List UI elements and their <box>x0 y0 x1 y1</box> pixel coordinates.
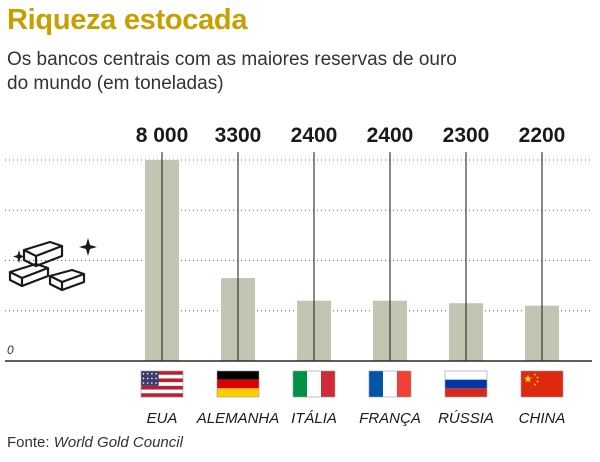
source-name: World Gold Council <box>53 434 183 451</box>
france-flag-icon <box>368 370 412 398</box>
category-labels: EUA ALEMANHA ITÁLIA FRANÇA RÚSSIA CHINA <box>147 410 566 427</box>
source-note: Fonte: World Gold Council <box>7 434 183 451</box>
category-label: CHINA <box>519 410 566 427</box>
zero-tick-label: 0 <box>7 343 14 357</box>
chart-title: Riqueza estocada <box>7 4 248 36</box>
gold-bars-icon <box>8 238 97 292</box>
source-prefix: Fonte: <box>7 434 54 451</box>
bar-value-label: 2300 <box>443 124 490 147</box>
category-label: ITÁLIA <box>291 410 337 427</box>
germany-flag-icon <box>216 370 260 398</box>
category-label: EUA <box>147 410 178 427</box>
russia-flag-icon <box>444 370 488 398</box>
category-label: FRANÇA <box>359 410 421 427</box>
value-labels: 8 000 3300 2400 2400 2300 2200 <box>136 124 566 147</box>
category-label: RÚSSIA <box>438 410 494 427</box>
bar-value-label: 2200 <box>519 124 566 147</box>
bars <box>145 152 559 361</box>
bar-value-label: 2400 <box>367 124 414 147</box>
italy-flag-icon <box>292 370 336 398</box>
bar-chart: 8 000 3300 2400 2400 2300 2200 EUA ALEMANHA ITÁ… <box>5 124 592 427</box>
bar-value-label: 2400 <box>291 124 338 147</box>
usa-flag-icon <box>140 370 184 398</box>
category-label: ALEMANHA <box>196 410 280 427</box>
china-flag-icon <box>520 370 564 398</box>
bar-value-label: 3300 <box>215 124 262 147</box>
flags <box>140 370 564 398</box>
bar-value-label: 8 000 <box>136 124 189 147</box>
chart-subtitle: Os bancos centrais com as maiores reserv… <box>7 49 457 94</box>
